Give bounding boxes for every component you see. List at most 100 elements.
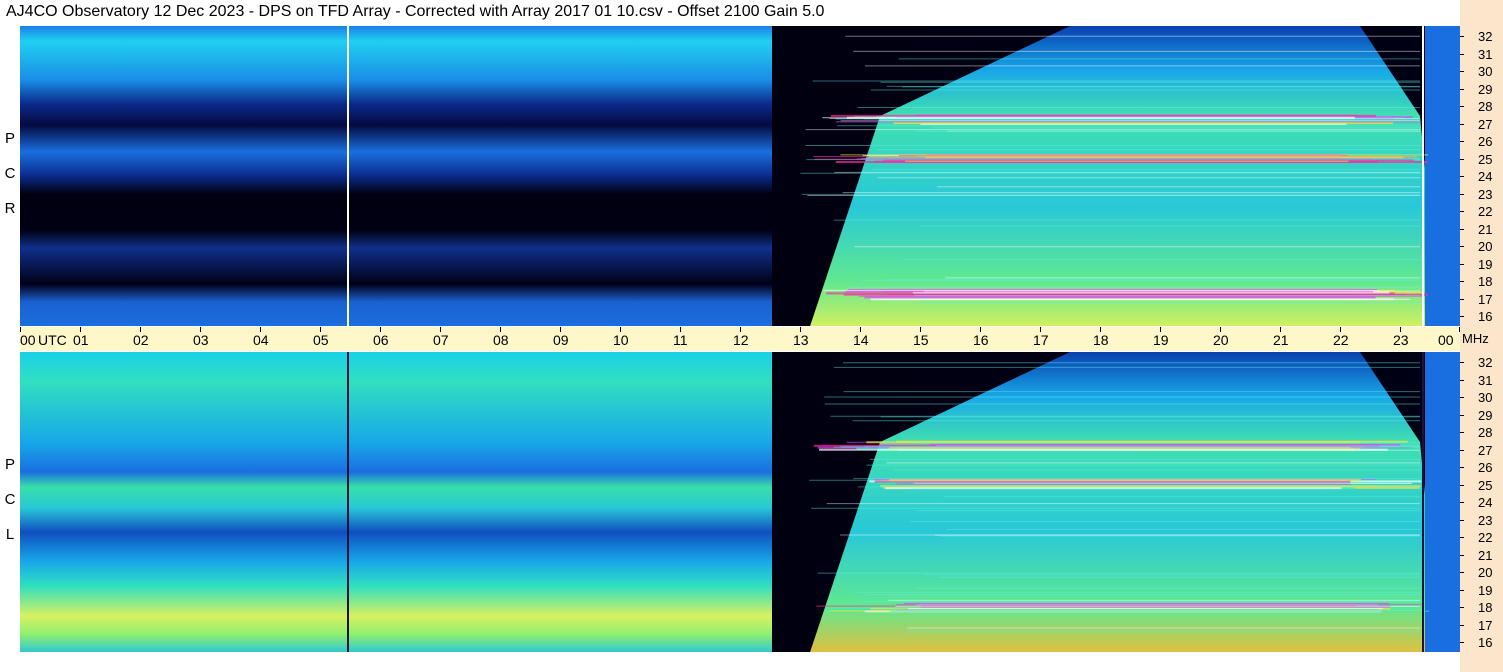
freq-tick-label: 29: [1478, 407, 1493, 423]
freq-tick-label: 17: [1478, 291, 1493, 307]
freq-tick-label: 31: [1478, 372, 1493, 388]
freq-tick-mark: [1460, 228, 1464, 230]
time-tick-mark: [320, 327, 321, 332]
lcp-spectrogram: [20, 352, 1460, 652]
time-tick-label: 04: [253, 332, 269, 348]
freq-tick-mark: [1460, 554, 1464, 556]
rcp-gap-line-23: [1422, 26, 1424, 326]
freq-tick-label: 21: [1478, 221, 1493, 237]
ruler-bottom-filler: [1460, 652, 1503, 672]
freq-tick-label: 23: [1478, 512, 1493, 528]
freq-tick-label: 21: [1478, 547, 1493, 563]
chart-title: AJ4CO Observatory 12 Dec 2023 - DPS on T…: [6, 3, 825, 20]
lower-letter-3: L: [5, 526, 15, 543]
time-tick-label: 03: [193, 332, 209, 348]
freq-tick-mark: [1460, 176, 1464, 177]
lcp-gap-line-05: [347, 352, 349, 652]
freq-tick-mark: [1460, 193, 1464, 195]
lower-polarization-label: P C L: [0, 352, 20, 652]
freq-tick-mark: [1460, 211, 1464, 212]
freq-tick-mark: [1460, 607, 1464, 608]
time-tick-label: 14: [853, 332, 869, 348]
freq-tick-label: 22: [1478, 204, 1493, 219]
time-tick-label: 06: [373, 332, 389, 348]
time-tick-label: 10: [613, 332, 629, 348]
freq-tick-mark: [1460, 519, 1464, 521]
freq-tick-label: 24: [1478, 169, 1493, 184]
freq-tick-mark: [1460, 316, 1464, 317]
freq-tick-label: 27: [1478, 116, 1493, 132]
freq-tick-mark: [1460, 71, 1464, 72]
freq-tick-label: 30: [1478, 390, 1493, 405]
utc-label: UTC: [38, 332, 67, 348]
freq-tick-mark: [1460, 589, 1464, 591]
time-tick-mark: [1040, 327, 1041, 332]
time-tick-label: 20: [1213, 332, 1229, 348]
time-tick-label: 07: [433, 332, 449, 348]
upper-letter-1: P: [4, 130, 15, 147]
freq-tick-label: 26: [1478, 134, 1493, 149]
time-tick-mark: [560, 327, 561, 332]
time-tick-label: 15: [913, 332, 929, 348]
freq-tick-mark: [1460, 36, 1464, 37]
freq-tick-label: 29: [1478, 81, 1493, 97]
rcp-gap-line-05: [347, 26, 349, 326]
freq-tick-mark: [1460, 642, 1464, 643]
time-tick-label: 12: [733, 332, 749, 348]
upper-polarization-label: P C R: [0, 26, 20, 326]
time-tick-mark: [1100, 327, 1101, 332]
lcp-gap-line-23: [1422, 352, 1424, 652]
lower-letter-2: C: [4, 491, 16, 508]
freq-tick-mark: [1460, 537, 1464, 538]
freq-tick-mark: [1460, 281, 1464, 282]
time-tick-mark: [380, 327, 381, 332]
time-tick-label: 22: [1333, 332, 1349, 348]
freq-tick-mark: [1460, 106, 1464, 107]
time-tick-mark: [260, 327, 261, 332]
time-tick-mark: [1340, 327, 1341, 332]
freq-tick-label: 16: [1478, 309, 1493, 324]
ruler-middle-filler: [1460, 326, 1503, 352]
time-tick-label: 08: [493, 332, 509, 348]
time-tick-mark: [200, 327, 201, 332]
freq-tick-mark: [1460, 397, 1464, 398]
time-tick-mark: [980, 327, 981, 332]
time-tick-label: 00: [20, 332, 36, 348]
time-tick-label: 11: [673, 332, 688, 348]
freq-tick-mark: [1460, 53, 1464, 55]
time-tick-label: 13: [793, 332, 809, 348]
freq-tick-mark: [1460, 246, 1464, 247]
time-tick-mark: [620, 327, 621, 332]
time-tick-mark: [920, 327, 921, 332]
freq-tick-label: 31: [1478, 46, 1493, 62]
time-tick-label: 23: [1393, 332, 1409, 348]
upper-letter-2: C: [4, 165, 16, 182]
freq-tick-mark: [1460, 263, 1464, 265]
time-tick-label: 00: [1438, 332, 1454, 348]
freq-tick-mark: [1460, 502, 1464, 503]
freq-tick-label: 19: [1478, 256, 1493, 272]
rcp-spectrogram: [20, 26, 1460, 326]
lower-letter-1: P: [4, 456, 15, 473]
freq-tick-mark: [1460, 141, 1464, 142]
time-tick-mark: [1459, 327, 1460, 332]
freq-tick-mark: [1460, 379, 1464, 381]
freq-tick-mark: [1460, 432, 1464, 433]
time-tick-mark: [80, 327, 81, 332]
time-tick-mark: [740, 327, 741, 332]
freq-tick-label: 25: [1478, 477, 1493, 493]
freq-tick-mark: [1460, 158, 1464, 160]
time-tick-label: 16: [973, 332, 989, 348]
time-tick-mark: [440, 327, 441, 332]
freq-tick-label: 24: [1478, 495, 1493, 510]
time-tick-mark: [1400, 327, 1401, 332]
freq-tick-label: 25: [1478, 151, 1493, 167]
time-tick-mark: [1280, 327, 1281, 332]
freq-tick-label: 23: [1478, 186, 1493, 202]
time-tick-mark: [800, 327, 801, 332]
freq-tick-mark: [1460, 88, 1464, 90]
freq-tick-label: 20: [1478, 239, 1493, 254]
rcp-frequency-axis: 32 31 30 29 28 27 26 25 24 23 22 21 20 19 18 17 16: [1460, 26, 1503, 326]
time-tick-label: 18: [1093, 332, 1109, 348]
freq-tick-label: 19: [1478, 582, 1493, 598]
